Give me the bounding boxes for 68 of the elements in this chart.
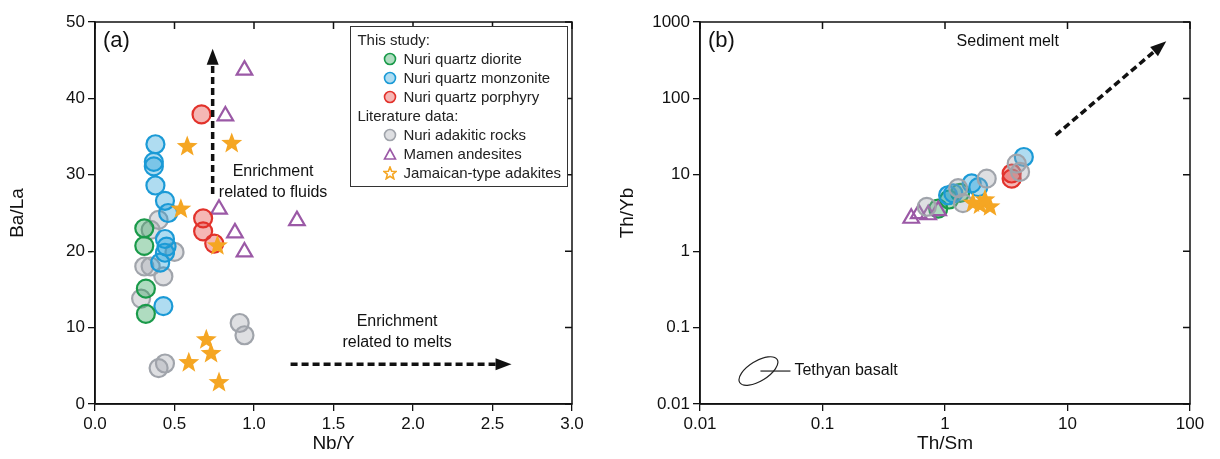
y-tick-label: 1	[680, 240, 690, 260]
y-tick-label: 50	[66, 11, 85, 31]
x-axis-title: Th/Sm	[917, 431, 973, 453]
y-tick-label: 0.01	[656, 393, 690, 413]
point	[158, 202, 179, 224]
y-tick-label: 0	[75, 393, 85, 413]
point	[134, 218, 155, 239]
y-tick-label: 40	[66, 88, 85, 108]
point	[234, 325, 255, 346]
x-tick-label: 1	[940, 413, 950, 433]
y-tick-label: 0.1	[666, 317, 690, 337]
x-tick-label: 1.0	[242, 413, 266, 433]
legend-label: Nuri adakitic rocks	[403, 125, 526, 144]
y-axis-title: Th/Yb	[615, 187, 637, 239]
y-tick-label: 100	[661, 88, 690, 108]
x-tick-label: 1.5	[321, 413, 346, 433]
legend-label: Jamaican-type adakites	[403, 163, 561, 182]
x-tick-label: 0.1	[810, 413, 835, 433]
point	[216, 105, 235, 122]
x-tick-label: 0.0	[83, 413, 107, 433]
annotation: Literature data:	[357, 106, 460, 125]
x-tick-label: 0.5	[162, 413, 187, 433]
point	[195, 328, 217, 349]
point	[135, 303, 156, 324]
annotation: Tethyan basalt	[794, 361, 899, 379]
x-tick-label: 100	[1175, 413, 1205, 433]
point	[148, 357, 169, 379]
point	[145, 134, 166, 155]
legend-label: Nuri quartz diorite	[403, 49, 522, 68]
point	[143, 156, 164, 177]
point	[178, 351, 200, 372]
point	[221, 132, 243, 153]
legend-label: Nuri quartz porphyry	[403, 87, 540, 106]
annotation: (a)	[103, 27, 130, 53]
point	[235, 241, 254, 258]
annotation: Enrichment related to fluids	[218, 161, 328, 200]
point	[288, 210, 306, 227]
y-tick-label: 10	[671, 164, 690, 184]
point	[193, 221, 214, 242]
point	[210, 199, 228, 215]
x-tick-label: 2.0	[401, 413, 425, 433]
y-tick-label: 1000	[652, 11, 690, 31]
annotation: Sediment melt	[956, 32, 1060, 50]
y-axis-title: Ba/La	[5, 187, 27, 238]
point	[208, 371, 230, 392]
point	[176, 135, 198, 156]
y-tick-label: 10	[66, 317, 85, 337]
point	[134, 235, 155, 256]
point	[150, 252, 171, 273]
annotation: (b)	[708, 27, 735, 53]
x-axis-title: Nb/Y	[312, 431, 355, 453]
point	[235, 60, 254, 76]
annotation: This study:	[357, 30, 431, 49]
point	[145, 175, 166, 196]
legend-label: Mamen andesites	[403, 144, 522, 163]
point	[191, 104, 212, 125]
point	[135, 278, 156, 299]
x-tick-label: 10	[1058, 413, 1077, 433]
point	[200, 342, 222, 363]
annotation: Enrichment related to melts	[342, 312, 452, 351]
y-tick-label: 20	[66, 240, 85, 260]
point	[170, 198, 192, 219]
legend-label: Nuri quartz monzonite	[403, 68, 551, 87]
point	[226, 222, 244, 239]
x-tick-label: 2.5	[480, 413, 505, 433]
y-tick-label: 30	[66, 164, 85, 184]
point	[153, 296, 174, 317]
x-tick-label: 3.0	[560, 413, 584, 433]
